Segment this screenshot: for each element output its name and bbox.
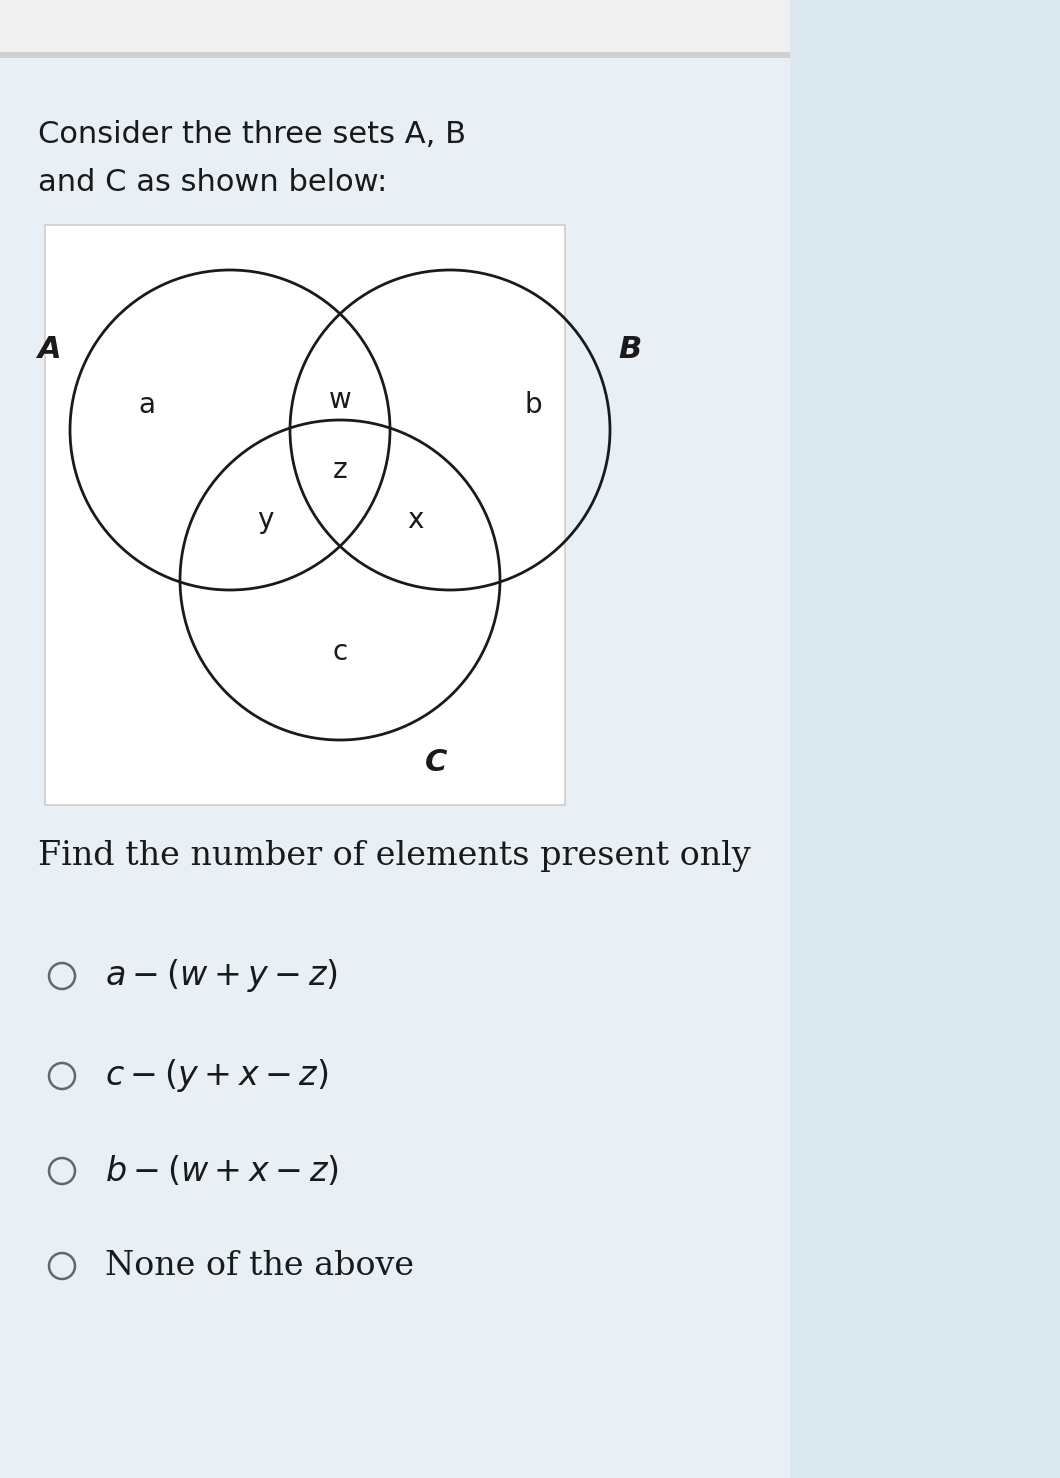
Text: C: C bbox=[425, 748, 447, 777]
Text: b: b bbox=[525, 392, 542, 418]
Text: a: a bbox=[138, 392, 156, 418]
Text: x: x bbox=[407, 505, 423, 534]
Text: y: y bbox=[257, 505, 273, 534]
Bar bbox=[0, 52, 790, 58]
Text: Find the number of elements present only: Find the number of elements present only bbox=[38, 840, 750, 872]
Text: None of the above: None of the above bbox=[105, 1250, 414, 1281]
Text: A: A bbox=[38, 336, 61, 365]
Text: Consider the three sets A, B: Consider the three sets A, B bbox=[38, 120, 466, 149]
Text: w: w bbox=[329, 386, 351, 414]
Bar bbox=[0, 0, 790, 58]
Bar bbox=[790, 0, 1060, 1478]
Bar bbox=[45, 225, 565, 806]
Text: and C as shown below:: and C as shown below: bbox=[38, 168, 387, 197]
Text: z: z bbox=[333, 457, 348, 483]
Text: $b-(w+x-z)$: $b-(w+x-z)$ bbox=[105, 1154, 339, 1188]
Text: c: c bbox=[333, 638, 348, 667]
Text: B: B bbox=[618, 336, 641, 365]
Text: $c-(y+x-z)$: $c-(y+x-z)$ bbox=[105, 1057, 329, 1095]
Text: $a-(w+y-z)$: $a-(w+y-z)$ bbox=[105, 958, 338, 995]
Bar bbox=[0, 58, 790, 1478]
